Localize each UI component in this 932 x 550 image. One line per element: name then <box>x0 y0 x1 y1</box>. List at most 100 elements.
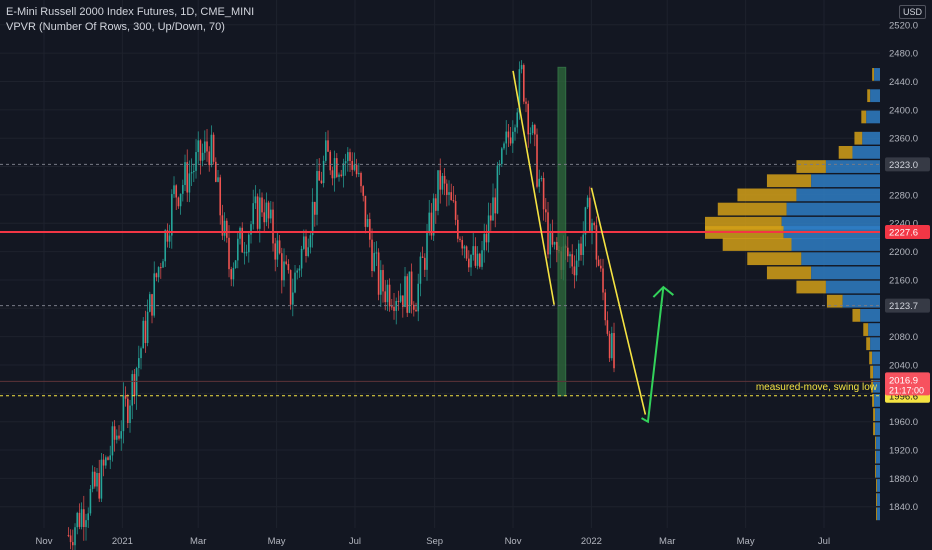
candle-body <box>133 374 136 396</box>
candle-body <box>474 246 477 266</box>
price-tag-2323: 2323.0 <box>889 160 918 171</box>
candle-body <box>318 171 321 181</box>
candle-body <box>485 233 488 243</box>
candle-body <box>611 333 613 359</box>
candle-body <box>307 247 310 257</box>
candle-body <box>351 160 354 170</box>
indicator-label: VPVR (Number Of Rows, 300, Up/Down, 70) <box>6 21 225 33</box>
candle-body <box>80 509 83 527</box>
candle-body <box>76 512 79 528</box>
candle-body <box>162 261 164 268</box>
volume-up-bar <box>801 252 880 266</box>
candle-body <box>358 173 360 175</box>
candle-body <box>320 180 323 184</box>
last-price-tag-bg <box>885 372 930 396</box>
x-tick-label: Nov <box>36 536 53 547</box>
candle-body <box>98 473 101 499</box>
x-tick-label: Jul <box>818 536 830 547</box>
candle-body <box>492 197 494 221</box>
candle-body <box>298 268 301 271</box>
candle-body <box>591 222 593 231</box>
projection-arrow <box>641 286 665 424</box>
candle-body <box>384 291 387 303</box>
candle-body <box>74 527 76 546</box>
candle-body <box>463 246 466 249</box>
candle-body <box>314 201 316 215</box>
price-tag-2123: 2123.7 <box>889 301 918 312</box>
candle-body <box>206 141 208 152</box>
candle-body <box>102 459 105 466</box>
candle-body <box>520 65 523 70</box>
candle-body <box>584 207 587 235</box>
candle-body <box>415 309 417 312</box>
candle-body <box>410 271 413 305</box>
candle-body <box>195 152 197 171</box>
candle-body <box>250 224 252 235</box>
candle-body <box>397 300 400 302</box>
candle-body <box>386 284 389 303</box>
candle-body <box>441 175 444 190</box>
candle-body <box>439 170 442 190</box>
candle-body <box>534 124 536 135</box>
candle-body <box>353 164 356 170</box>
candle-body <box>325 140 327 161</box>
volume-down-bar <box>873 408 876 421</box>
candle-body <box>490 215 492 221</box>
volume-up-bar <box>825 280 880 294</box>
candle-body <box>483 233 486 251</box>
candle-body <box>344 161 347 164</box>
candle-body <box>237 238 239 261</box>
candle-body <box>197 140 200 153</box>
candle-body <box>338 174 340 177</box>
candle-body <box>109 455 112 460</box>
volume-up-bar <box>870 89 880 103</box>
candle-body <box>476 253 479 266</box>
volume-up-bar <box>852 145 880 159</box>
candle-body <box>144 320 147 344</box>
candle-body <box>67 535 70 537</box>
candle-body <box>597 259 600 266</box>
candle-body <box>551 232 554 245</box>
candle-body <box>470 254 472 268</box>
y-tick-label: 2200.0 <box>889 247 918 258</box>
candle-body <box>404 276 406 308</box>
candle-body <box>248 234 250 253</box>
candle-body <box>193 170 195 173</box>
y-tick-label: 2240.0 <box>889 219 918 230</box>
currency-badge[interactable]: USD <box>898 5 926 19</box>
candle-body <box>421 256 424 258</box>
volume-up-bar <box>872 351 880 365</box>
candle-body <box>151 294 153 316</box>
candle-body <box>602 268 604 293</box>
candle-body <box>212 134 215 162</box>
volume-up-bar <box>874 68 880 81</box>
annotation-text: measured-move, swing low <box>756 382 878 393</box>
candle-body <box>430 212 433 236</box>
candle-body <box>413 304 415 310</box>
y-tick-label: 1960.0 <box>889 417 918 428</box>
volume-down-bar <box>796 160 826 173</box>
volume-down-bar <box>875 450 877 464</box>
volume-up-bar <box>875 408 880 421</box>
volume-down-bar <box>852 309 861 322</box>
candle-body <box>116 435 118 440</box>
x-tick-label: Mar <box>190 536 206 547</box>
candle-body <box>364 195 367 227</box>
candle-body <box>138 358 140 369</box>
candle-body <box>127 398 129 423</box>
candle-body <box>525 101 527 104</box>
candle-body <box>402 295 404 308</box>
last-price-label: 2016.9 <box>889 375 918 386</box>
candle-body <box>595 225 598 260</box>
candle-body <box>100 459 103 499</box>
candle-body <box>408 271 411 313</box>
candle-body <box>549 232 552 255</box>
y-tick-label: 1920.0 <box>889 446 918 457</box>
candle-body <box>96 473 98 487</box>
x-tick-label: Jul <box>349 536 361 547</box>
candle-body <box>373 252 376 271</box>
candle-body <box>569 254 571 257</box>
candle-body <box>281 253 283 281</box>
x-tick-label: May <box>737 536 755 547</box>
